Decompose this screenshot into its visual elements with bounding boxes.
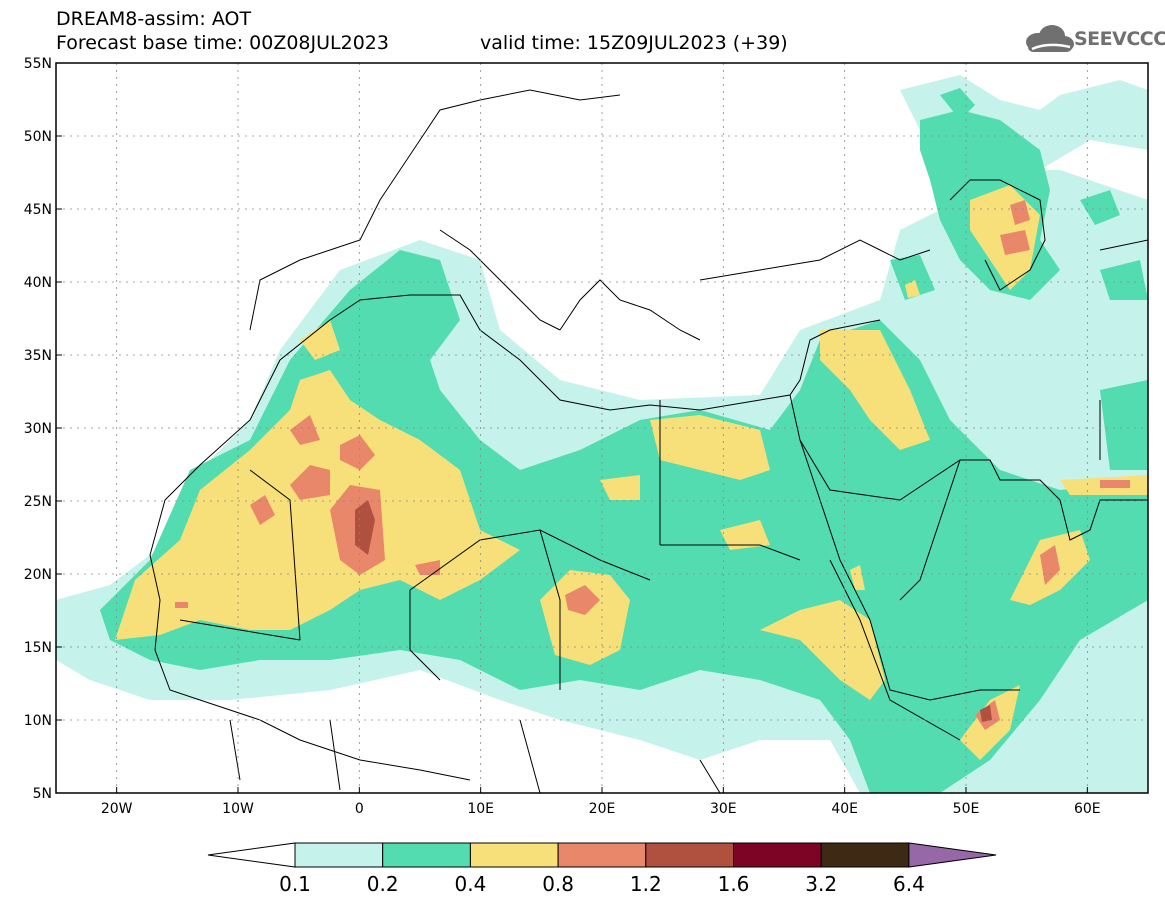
lon-label: 20W xyxy=(101,801,133,817)
colorbar-under-triangle xyxy=(207,842,296,868)
aot-level-0-8 xyxy=(175,200,1130,730)
colorbar-level-label: 3.2 xyxy=(805,872,838,896)
lat-label: 10N xyxy=(24,713,52,729)
colorbar-level-label: 6.4 xyxy=(892,872,925,896)
colorbar-level-label: 0.4 xyxy=(454,872,487,896)
lat-label: 15N xyxy=(24,640,52,656)
lon-label: 20E xyxy=(589,801,616,817)
lat-label: 20N xyxy=(24,567,52,583)
lat-label: 30N xyxy=(24,421,52,437)
colorbar-box xyxy=(469,842,559,868)
colorbar-box xyxy=(557,842,647,868)
colorbar-box xyxy=(820,842,910,868)
lon-label: 10E xyxy=(467,801,494,817)
lon-label: 50E xyxy=(953,801,980,817)
lon-label: 0 xyxy=(355,801,364,817)
lat-label: 45N xyxy=(24,202,52,218)
lat-label: 50N xyxy=(24,129,52,145)
colorbar-level-label: 0.8 xyxy=(542,872,574,896)
gridlines xyxy=(56,63,1148,793)
base-time-label: Forecast base time: 00Z08JUL2023 xyxy=(56,32,389,54)
valid-time-label: valid time: 15Z09JUL2023 (+39) xyxy=(480,32,788,54)
lon-label: 60E xyxy=(1074,801,1101,817)
lat-label: 40N xyxy=(24,275,52,291)
axis-ticks xyxy=(56,62,1088,794)
latitude-labels: 5N 10N 15N 20N 25N 30N 35N 40N 45N 50N 55N xyxy=(24,56,52,802)
coastlines xyxy=(149,89,1148,793)
colorbar-level-label: 0.2 xyxy=(366,872,399,896)
lat-label: 35N xyxy=(24,348,52,364)
colorbar-box xyxy=(645,842,734,868)
map-title: DREAM8-assim: AOT xyxy=(56,8,252,30)
colorbar-box xyxy=(382,842,471,868)
colorbar-over-triangle xyxy=(908,842,997,868)
lat-label: 55N xyxy=(24,56,52,72)
colorbar-level-label: 1.6 xyxy=(717,872,750,896)
colorbar-box xyxy=(294,842,384,868)
colorbar-level-label: 0.1 xyxy=(279,872,311,896)
colorbar-level-label: 1.2 xyxy=(629,872,662,896)
lon-label: 10W xyxy=(222,801,254,817)
lon-label: 40E xyxy=(831,801,858,817)
lat-label: 5N xyxy=(33,786,52,802)
aot-level-1-2 xyxy=(355,500,992,722)
logo-text: SEEVCCC xyxy=(1074,28,1165,50)
cloud-icon xyxy=(1026,25,1074,52)
colorbar-box xyxy=(733,842,822,868)
lat-label: 25N xyxy=(24,494,52,510)
longitude-labels: 20W 10W 0 10E 20E 30E 40E 50E 60E xyxy=(101,801,1101,817)
lon-label: 30E xyxy=(710,801,737,817)
